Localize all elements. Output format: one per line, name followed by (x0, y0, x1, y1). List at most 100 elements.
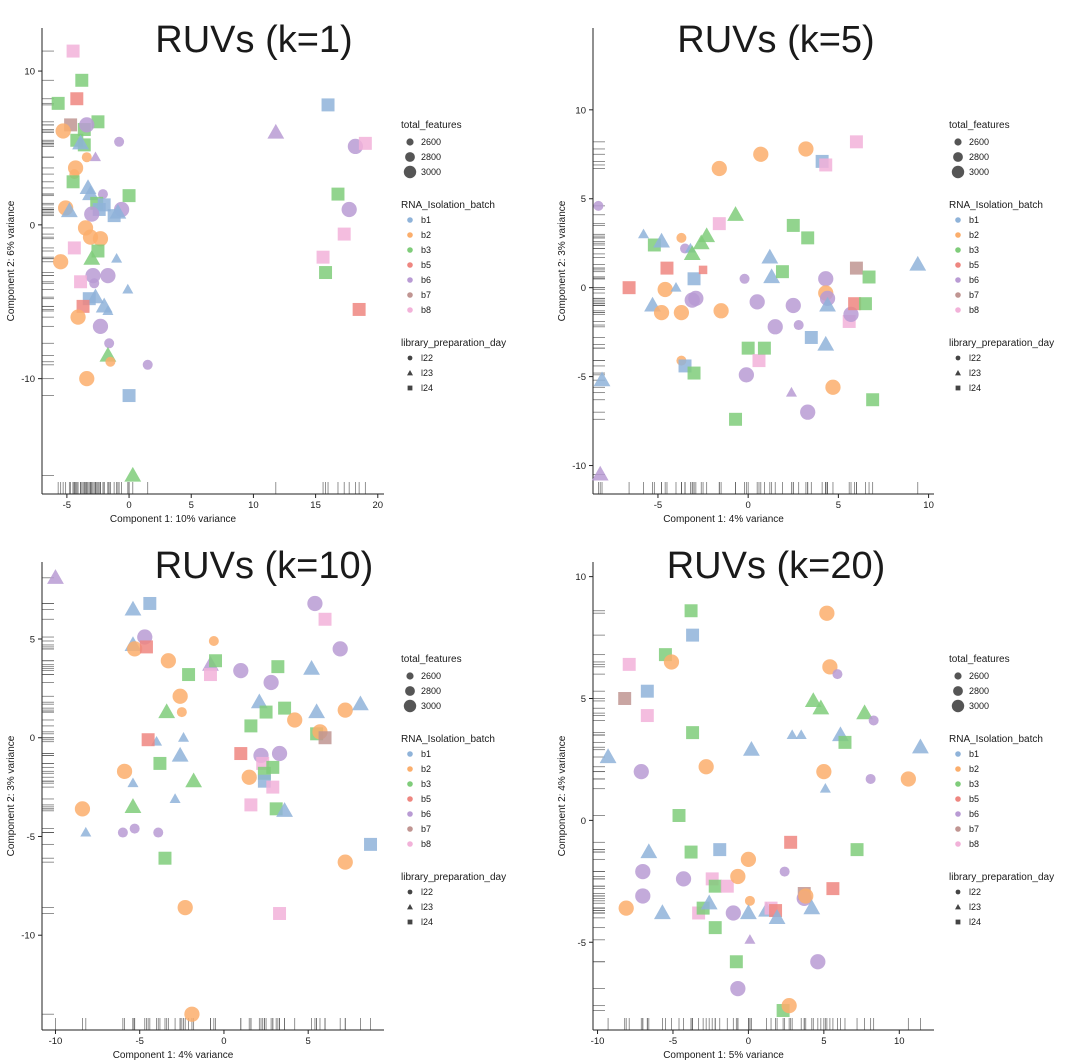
data-point-circle (832, 669, 843, 680)
legend-shape-title: library_preparation_day (401, 338, 506, 349)
legend-shape-label: l24 (969, 383, 981, 393)
data-point-square (672, 809, 686, 822)
data-point-square (203, 668, 217, 682)
data-point-square (686, 628, 700, 642)
data-point-circle (593, 200, 604, 211)
data-point-circle (79, 371, 95, 387)
y-tick-label: 5 (581, 694, 586, 705)
legend-color-label: b5 (421, 794, 431, 804)
x-tick-label: 5 (189, 500, 194, 511)
data-point-triangle (761, 248, 779, 264)
data-point-triangle (817, 335, 835, 351)
data-point-circle (79, 117, 95, 133)
data-point-triangle (83, 250, 101, 265)
data-point-circle (208, 635, 219, 646)
legend-color-swatch (955, 796, 961, 802)
data-point-square (244, 719, 258, 733)
legend-color-swatch (955, 262, 961, 268)
data-point-square (271, 660, 285, 674)
legend-color-label: b7 (969, 824, 979, 834)
legend-color-label: b6 (969, 275, 979, 285)
data-points (47, 569, 378, 1022)
data-point-circle (698, 759, 714, 775)
data-point-square (687, 366, 701, 380)
data-point-triangle (124, 466, 142, 482)
data-point-triangle (267, 123, 285, 139)
legend-size-label: 2800 (421, 152, 441, 162)
data-point-triangle (591, 465, 609, 481)
legend-size-swatch (951, 165, 965, 179)
data-point-circle (177, 899, 193, 916)
data-point-circle (767, 319, 783, 335)
legend-shape-circle (955, 355, 961, 361)
data-point-square (141, 733, 155, 747)
data-point-square (337, 227, 351, 241)
data-point-square (209, 654, 223, 668)
legend-shape-title: library_preparation_day (949, 338, 1054, 349)
x-tick-label: 20 (372, 500, 383, 511)
data-point-circle (53, 254, 69, 270)
legend-size-swatch (953, 686, 963, 696)
data-point-square (316, 250, 330, 264)
data-point-triangle (727, 206, 744, 221)
data-point-circle (798, 141, 814, 157)
legend-shape-triangle (955, 904, 961, 910)
legend-shape-triangle (955, 370, 961, 376)
data-point-triangle (276, 802, 294, 817)
data-point-triangle (72, 134, 89, 150)
data-point-square (698, 265, 708, 275)
y-tick-label: 10 (575, 105, 586, 116)
legend-shape-label: l22 (969, 887, 981, 897)
x-axis-label: Component 1: 4% variance (663, 514, 784, 525)
data-point-triangle (102, 305, 114, 315)
data-point-circle (657, 281, 673, 298)
data-point-circle (92, 318, 109, 334)
data-point-triangle (700, 894, 718, 910)
data-point-triangle (744, 934, 756, 944)
legend-color-label: b6 (421, 809, 431, 819)
legend-color-label: b3 (421, 245, 431, 255)
legend: total_features 2600 2800 3000 RNA_Isolation_… (401, 120, 506, 393)
y-tick-label: 0 (30, 220, 35, 231)
data-point-square (122, 389, 136, 403)
data-point-square (708, 879, 722, 893)
y-axis-label: Component 2: 3% variance (6, 735, 17, 856)
data-point-square (67, 241, 81, 255)
legend-shape-triangle (407, 370, 413, 376)
data-point-circle (822, 659, 838, 675)
legend-color-swatch (407, 796, 413, 802)
legend-shape-title: library_preparation_day (949, 872, 1054, 883)
legend-color-swatch (407, 307, 413, 313)
legend-shape-label: l23 (421, 902, 433, 912)
chart-title: RUVs (k=20) (667, 545, 886, 587)
data-point-triangle (599, 748, 617, 764)
x-tick-label: -10 (591, 1036, 605, 1047)
data-point-circle (142, 359, 153, 370)
data-point-square (364, 837, 378, 851)
data-point-triangle (593, 371, 611, 387)
data-point-triangle (670, 281, 682, 292)
legend-shape-label: l24 (421, 383, 433, 393)
data-point-square (273, 907, 287, 920)
data-point-square (259, 705, 273, 719)
legend-color-label: b3 (969, 245, 979, 255)
legend-color-title: RNA_Isolation_batch (401, 734, 495, 745)
legend-color-swatch (955, 307, 961, 313)
legend-color-swatch (407, 277, 413, 283)
legend-color-label: b6 (421, 275, 431, 285)
data-point-circle (865, 773, 876, 784)
legend-color-title: RNA_Isolation_batch (949, 200, 1043, 211)
data-point-circle (129, 823, 140, 834)
x-tick-label: -5 (63, 500, 71, 511)
data-point-circle (271, 745, 288, 762)
data-point-circle (676, 232, 687, 243)
data-point-circle (233, 662, 249, 679)
legend-color-swatch (955, 247, 961, 253)
data-point-square (866, 393, 880, 407)
data-point-square (757, 341, 771, 355)
data-point-circle (663, 654, 680, 670)
legend-color-swatch (407, 841, 413, 847)
data-point-circle (713, 303, 729, 319)
data-point-square (278, 701, 292, 715)
legend-color-label: b7 (421, 290, 431, 300)
